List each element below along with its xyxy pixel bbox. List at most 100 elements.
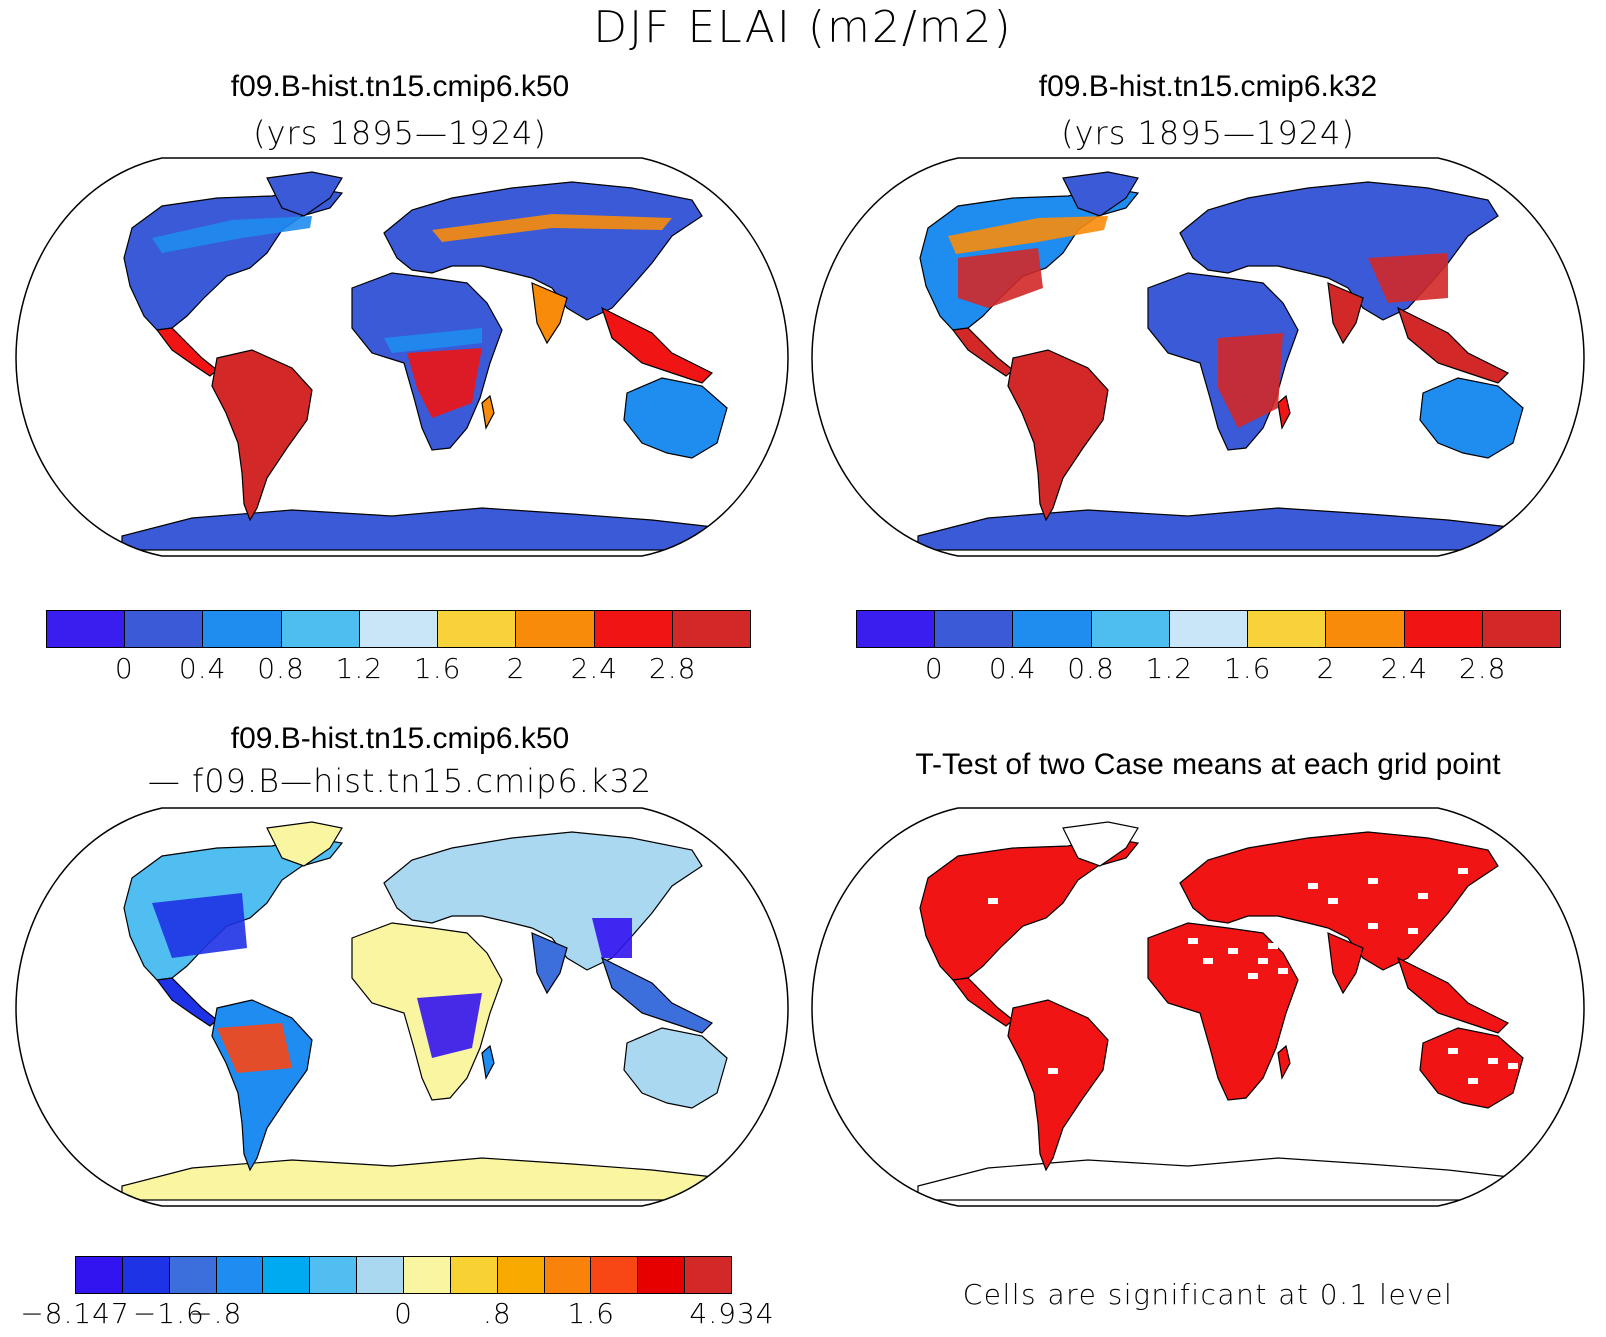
field-band [217, 1023, 292, 1073]
continent-madagascar [481, 1044, 495, 1080]
continent-antarctica [121, 507, 744, 551]
colorbar-swatch [1482, 611, 1560, 647]
map-frame [15, 157, 789, 557]
panel-2-colorbar-labels: 0 0.4 0.8 1.2 1.6 2 2.4 2.8 [856, 652, 1561, 692]
colorbar-swatch [594, 611, 673, 647]
continent-seAsia [600, 306, 714, 384]
insignificant-cell [1368, 878, 1378, 884]
colorbar-swatch [857, 611, 936, 647]
field-band [152, 893, 247, 958]
colorbar-tick-label: 1.2 [335, 652, 384, 685]
field-band [432, 214, 672, 242]
colorbar-tick-label: 0.4 [178, 652, 227, 685]
insignificant-cell [1488, 1058, 1498, 1064]
colorbar-tick-label: −.8 [189, 1297, 243, 1330]
colorbar-swatch [1091, 611, 1170, 647]
insignificant-cell [1258, 958, 1268, 964]
colorbar-swatch [359, 611, 439, 647]
colorbar-swatch [125, 611, 204, 647]
continent-southAmerica [1007, 349, 1109, 522]
colorbar-swatch [450, 1257, 498, 1293]
panel-2-map [811, 157, 1585, 557]
field-band [1218, 333, 1283, 428]
continent-australia [623, 377, 728, 459]
panel-3-colorbar-labels: −8.147 −1.6 −.8 0 .8 1.6 4.934 [20, 1297, 773, 1337]
insignificant-cell [1418, 893, 1428, 899]
colorbar-swatch [357, 1257, 405, 1293]
colorbar-swatch [76, 1257, 123, 1293]
figure-title: DJF ELAI (m2/m2) [593, 2, 1013, 53]
insignificant-cell [988, 898, 998, 904]
continent-centralAmerica [155, 977, 218, 1027]
panel-2-subtitle: (yrs 1895—1924) [1061, 114, 1355, 152]
insignificant-cell [1228, 948, 1238, 954]
colorbar-tick-label: 4.934 [689, 1297, 775, 1330]
colorbar-tick-label: 0 [394, 1297, 413, 1330]
panel-1-subtitle: (yrs 1895—1924) [253, 114, 547, 152]
colorbar-swatch [203, 611, 282, 647]
insignificant-cell [1508, 1063, 1518, 1069]
continent-antarctica [121, 1157, 744, 1201]
field-band [592, 918, 632, 958]
colorbar-swatch [47, 611, 126, 647]
insignificant-cell [1048, 1068, 1058, 1074]
colorbar-swatch [310, 1257, 358, 1293]
panel-3-subtitle: — f09.B—hist.tn15.cmip6.k32 [147, 762, 653, 800]
continent-centralAmerica [951, 327, 1014, 377]
colorbar-swatch [122, 1257, 170, 1293]
colorbar-swatch [591, 1257, 639, 1293]
colorbar-swatch [1326, 611, 1405, 647]
insignificant-cell [1203, 958, 1213, 964]
insignificant-cell [1458, 868, 1468, 874]
panel-2-colorbar [856, 610, 1561, 648]
map-frame [15, 807, 789, 1207]
panel-1-colorbar [46, 610, 751, 648]
colorbar-tick-label: 0 [924, 652, 944, 685]
panel-3-map [15, 807, 789, 1207]
colorbar-swatch [935, 611, 1014, 647]
colorbar-tick-label: 0.8 [1067, 652, 1115, 685]
colorbar-tick-label: −8.147 [20, 1297, 130, 1330]
colorbar-swatch [516, 611, 595, 647]
continent-australia [1419, 377, 1524, 459]
continent-greenland [266, 821, 343, 867]
field-band [152, 216, 312, 253]
continent-greenland [1062, 821, 1139, 867]
colorbar-tick-label: 1.6 [413, 652, 462, 685]
continent-seAsia [1396, 956, 1510, 1034]
panel-1-title: f09.B-hist.tn15.cmip6.k50 [230, 70, 570, 103]
colorbar-swatch [672, 611, 750, 647]
panel-2-title: f09.B-hist.tn15.cmip6.k32 [1038, 70, 1378, 103]
continent-india [531, 932, 568, 995]
colorbar-swatch [216, 1257, 264, 1293]
field-band [384, 328, 482, 353]
insignificant-cell [1408, 928, 1418, 934]
colorbar-tick-label: 1.6 [1223, 652, 1272, 685]
field-band [948, 216, 1108, 254]
continent-seAsia [1396, 306, 1510, 384]
insignificant-cell [1248, 973, 1258, 979]
colorbar-swatch [1013, 611, 1092, 647]
panel-1-colorbar-labels: 0 0.4 0.8 1.2 1.6 2 2.4 2.8 [46, 652, 751, 692]
colorbar-tick-label: 0.8 [257, 652, 305, 685]
continent-madagascar [1277, 1044, 1291, 1080]
field-band [417, 993, 482, 1058]
colorbar-swatch [1248, 611, 1327, 647]
colorbar-swatch [263, 1257, 311, 1293]
field-band [1368, 253, 1448, 303]
colorbar-tick-label: 2.8 [648, 652, 697, 685]
insignificant-cell [1368, 923, 1378, 929]
panel-4-title: T-Test of two Case means at each grid po… [915, 748, 1501, 781]
insignificant-cell [1468, 1078, 1478, 1084]
colorbar-tick-label: −1.6 [132, 1297, 205, 1330]
continent-africa [1147, 922, 1299, 1101]
panel-3-colorbar [75, 1256, 732, 1294]
continent-centralAmerica [155, 327, 218, 377]
colorbar-swatch [497, 1257, 545, 1293]
map-frame [811, 157, 1585, 557]
continent-seAsia [600, 956, 714, 1034]
insignificant-cell [1268, 943, 1278, 949]
continent-india [1327, 932, 1364, 995]
significance-note: Cells are significant at 0.1 level [962, 1278, 1454, 1311]
continent-australia [623, 1027, 728, 1109]
